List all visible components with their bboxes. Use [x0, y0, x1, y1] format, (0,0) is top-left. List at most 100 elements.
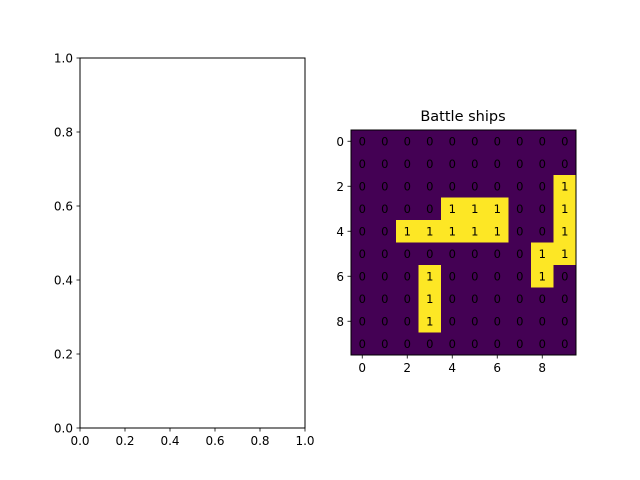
- heatmap-cell: [531, 197, 554, 221]
- x-tick-label: 6: [493, 361, 501, 375]
- heatmap-cell: [418, 220, 442, 243]
- heatmap-cell-label: 0: [539, 292, 546, 306]
- heatmap-cell-label: 1: [471, 202, 478, 216]
- x-tick-label: 2: [403, 361, 411, 375]
- heatmap-cell-label: 0: [516, 202, 523, 216]
- heatmap-cell-label: 0: [359, 292, 366, 306]
- heatmap-cell-label: 0: [561, 337, 568, 351]
- heatmap-cell-label: 0: [494, 337, 501, 351]
- heatmap-cell-label: 1: [494, 202, 501, 216]
- heatmap-cell: [463, 310, 487, 333]
- heatmap-cell: [553, 197, 577, 221]
- heatmap-cell-label: 0: [471, 337, 478, 351]
- heatmap-cell-label: 1: [426, 224, 433, 238]
- heatmap-cell-label: 0: [539, 314, 546, 328]
- heatmap-cell: [373, 310, 397, 333]
- x-tick-label: 0: [358, 361, 366, 375]
- heatmap-cell-label: 1: [426, 314, 433, 328]
- y-tick-label: 1.0: [54, 52, 73, 66]
- heatmap-cell: [486, 310, 509, 333]
- heatmap-cell-label: 0: [449, 247, 456, 261]
- heatmap-cell: [553, 220, 577, 243]
- heatmap-cell-label: 0: [516, 157, 523, 171]
- heatmap-cell: [486, 197, 509, 221]
- heatmap-cell: [441, 130, 464, 153]
- heatmap-cell-label: 0: [494, 314, 501, 328]
- heatmap-cell: [508, 242, 532, 266]
- y-tick-label: 0.2: [54, 348, 73, 362]
- heatmap-cell: [418, 197, 442, 221]
- heatmap-cell: [531, 242, 554, 266]
- heatmap-cell-label: 0: [471, 157, 478, 171]
- heatmap-cell-label: 0: [381, 202, 388, 216]
- heatmap-cell-label: 0: [539, 179, 546, 193]
- heatmap-title: Battle ships: [420, 109, 505, 125]
- heatmap-cell: [441, 242, 464, 266]
- heatmap-cell-label: 0: [381, 134, 388, 148]
- heatmap-cell-label: 0: [516, 314, 523, 328]
- heatmap-cell-label: 1: [404, 224, 411, 238]
- heatmap-cell: [396, 130, 419, 153]
- heatmap-cell: [351, 175, 374, 198]
- heatmap-cell: [486, 220, 509, 243]
- heatmap-cell-label: 0: [359, 179, 366, 193]
- heatmap-cell: [373, 242, 397, 266]
- x-tick-label: 8: [538, 361, 546, 375]
- heatmap-cell: [508, 197, 532, 221]
- heatmap-cell: [463, 332, 487, 356]
- heatmap-cell: [486, 130, 509, 153]
- heatmap-cell: [486, 175, 509, 198]
- heatmap-cell: [396, 287, 419, 311]
- heatmap-cell-label: 0: [381, 224, 388, 238]
- heatmap-cell: [531, 287, 554, 311]
- heatmap-cell: [441, 287, 464, 311]
- heatmap-cell: [508, 332, 532, 356]
- heatmap-cell: [486, 265, 509, 288]
- heatmap-cell-label: 0: [516, 269, 523, 283]
- heatmap-cell: [396, 175, 419, 198]
- heatmap-cell: [396, 242, 419, 266]
- heatmap-cell: [351, 287, 374, 311]
- y-tick-label: 4: [336, 225, 344, 239]
- heatmap-cell: [418, 287, 442, 311]
- heatmap-cell: [418, 130, 442, 153]
- heatmap-cell: [531, 310, 554, 333]
- heatmap-cell-label: 0: [404, 202, 411, 216]
- heatmap-cell-label: 0: [471, 269, 478, 283]
- heatmap-cell: [553, 265, 577, 288]
- heatmap-cell: [351, 265, 374, 288]
- heatmap-cell: [508, 152, 532, 176]
- heatmap-cell: [351, 220, 374, 243]
- heatmap-cell-label: 0: [449, 179, 456, 193]
- heatmap-frame: [350, 129, 577, 356]
- y-tick-label: 6: [336, 270, 344, 284]
- heatmap-cell: [486, 287, 509, 311]
- y-tick-label: 0.8: [54, 126, 73, 140]
- heatmap-cell: [351, 197, 374, 221]
- heatmap-cell-label: 0: [381, 179, 388, 193]
- heatmap-y-ticks: 0 2 4 6 8: [336, 135, 351, 329]
- heatmap-cell: [396, 310, 419, 333]
- heatmap-cell: [373, 220, 397, 243]
- heatmap-cell: [463, 197, 487, 221]
- heatmap-cell-label: 0: [471, 179, 478, 193]
- heatmap-cell: [418, 175, 442, 198]
- empty-axes-x-ticks: 0.0 0.2 0.4 0.6 0.8 1.0: [70, 428, 315, 448]
- x-tick-label: 4: [448, 361, 456, 375]
- heatmap-cell: [553, 287, 577, 311]
- heatmap-cell: [486, 152, 509, 176]
- heatmap-cell: [373, 197, 397, 221]
- heatmap-cell: [553, 175, 577, 198]
- heatmap-cell-label: 0: [449, 134, 456, 148]
- heatmap-cell-label: 0: [426, 202, 433, 216]
- heatmap-cell: [373, 287, 397, 311]
- heatmap-cell-label: 0: [426, 337, 433, 351]
- heatmap-cell-label: 0: [381, 157, 388, 171]
- heatmap-cell-label: 0: [539, 157, 546, 171]
- heatmap-cell-label: 1: [561, 179, 568, 193]
- heatmap-cells: [351, 130, 577, 356]
- heatmap-cell-label: 1: [426, 269, 433, 283]
- heatmap-cell: [418, 265, 442, 288]
- heatmap-cell-label: 0: [449, 314, 456, 328]
- heatmap-cell: [418, 152, 442, 176]
